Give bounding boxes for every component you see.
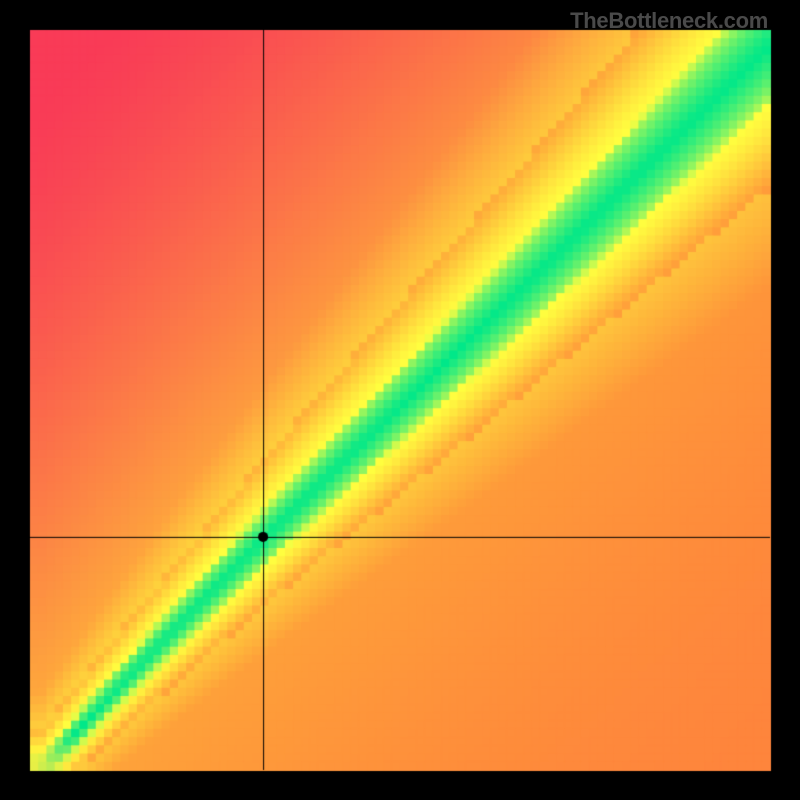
bottleneck-heatmap — [0, 0, 800, 800]
chart-container: TheBottleneck.com — [0, 0, 800, 800]
branding-watermark: TheBottleneck.com — [570, 8, 768, 34]
